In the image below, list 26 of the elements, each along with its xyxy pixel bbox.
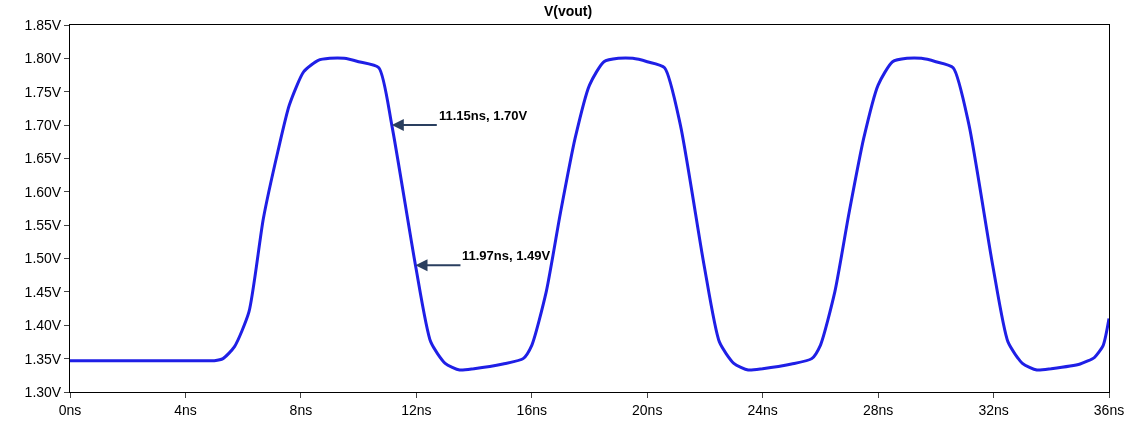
y-tick-label: 1.85V [24,16,62,33]
y-tick-label: 1.75V [24,83,62,100]
x-tick-label: 12ns [401,401,432,418]
y-tick-label: 1.30V [24,383,62,400]
line-series [70,56,1109,372]
x-tick-label: 4ns [174,401,197,418]
y-tick-label: 1.40V [24,317,62,334]
y-tick-label: 1.45V [24,283,62,300]
x-tick-label: 32ns [978,401,1009,418]
chart-title: V(vout) [543,3,593,20]
x-tick-label: 20ns [632,401,663,418]
x-tick-label: 36ns [1093,401,1125,418]
x-tick-label: 8ns [289,401,313,418]
y-tick-label: 1.70V [24,116,62,133]
x-tick-label: 0ns [58,401,82,418]
x-tick-label: 16ns [516,401,547,418]
y-tick-label: 1.60V [24,183,62,200]
annotation: 11.97ns, 1.49V [462,248,551,263]
y-tick-label: 1.50V [24,250,62,267]
y-tick-label: 1.55V [24,217,62,234]
x-tick-label: 28ns [862,401,894,418]
annotation: 11.15ns, 1.70V [439,108,528,123]
y-tick-label: 1.80V [24,50,62,67]
y-tick-label: 1.35V [24,350,62,367]
x-tick-label: 24ns [747,401,778,418]
y-tick-label: 1.65V [24,150,62,167]
